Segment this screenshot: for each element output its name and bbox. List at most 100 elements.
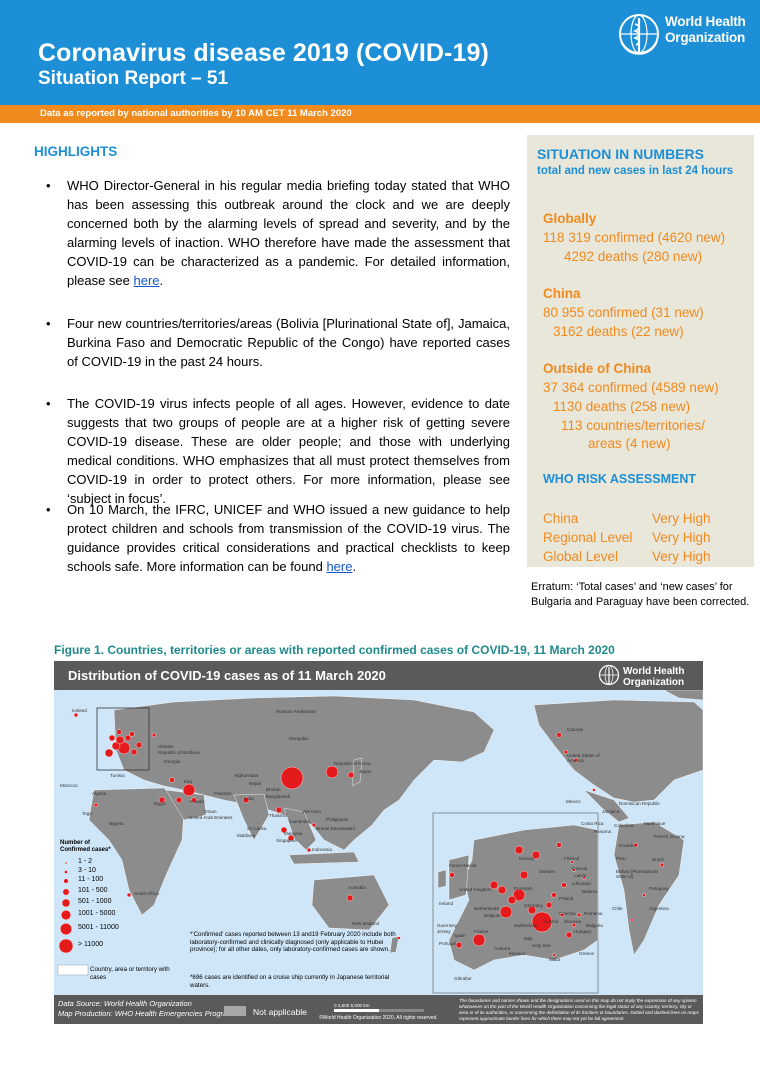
bubble-uae [191, 797, 197, 803]
risk-level-global: Global Level [543, 549, 619, 564]
inset-label: Denmark [514, 886, 533, 891]
report-header: Coronavirus disease 2019 (COVID-19) Situ… [0, 0, 760, 105]
legend-label-5: 501 - 1000 [78, 898, 112, 905]
map-label: Philippines [326, 817, 349, 822]
inset-label: Hungary [574, 929, 592, 934]
map-label: Oman [204, 809, 217, 814]
landmasses [88, 690, 703, 956]
inset-label: Jersey [437, 929, 451, 934]
bubble-spain [104, 748, 114, 758]
bubble-inset-france [499, 905, 513, 919]
map-label: Kuwait [190, 799, 204, 804]
bubble-inset-norway [514, 845, 524, 855]
map-label: New Zealand [352, 921, 380, 926]
inset-label: France [474, 929, 489, 934]
inset-label: Holy See [532, 943, 551, 948]
who-emblem-icon [619, 14, 659, 55]
legend-label-6: 1001 - 5000 [78, 910, 116, 917]
bullet-icon: • [46, 396, 51, 411]
map-label: Panama [594, 829, 612, 834]
map-label: Togo [82, 811, 92, 816]
inset-label: Lithuania [572, 881, 591, 886]
inset-label: Ireland [439, 901, 454, 906]
bubble-inset-belarus [582, 876, 586, 880]
inset-label: Portugal [439, 941, 457, 946]
bubble-usa-wa [563, 749, 569, 755]
legend-symbol-3 [63, 878, 69, 884]
map-label: Russian Federation [276, 709, 316, 714]
outside-china-label: Outside of China [543, 361, 651, 376]
pandemic-info-link[interactable]: here [133, 273, 160, 288]
bubble-poland [129, 731, 135, 737]
bubble-inset-sweden [531, 850, 541, 860]
inset-label: Monaco [509, 951, 526, 956]
figure-caption: Figure 1. Countries, territories or area… [54, 643, 615, 657]
risk-level-regional: Regional Level [543, 530, 633, 545]
map-label: Colombia [614, 823, 634, 828]
bubble-inset-denmark [519, 870, 529, 880]
bubble-balkans [135, 741, 143, 749]
map-label: Canada [567, 727, 584, 732]
map-label: Jamaica [602, 809, 620, 814]
map-who-wordmark: World Health Organization [623, 666, 685, 688]
legend-country-label: Country, area or territory with cases [90, 966, 170, 981]
inset-label: United Kingdom [459, 887, 492, 892]
map-label: Afghanistan [234, 773, 259, 778]
map-label: Bhutan [266, 787, 281, 792]
legend-label-2: 3 - 10 [78, 867, 96, 874]
map-label: Paraguay [649, 886, 669, 891]
bubble-inset-finland [556, 842, 562, 848]
bubble-inset-belgium [507, 895, 517, 905]
bubble-brazil [659, 862, 665, 868]
legend-label-8: > 11000 [78, 941, 103, 948]
inset-label: Andorra [494, 946, 511, 951]
inset-label: Czechia [559, 911, 576, 916]
outside-china-countries-cont: areas (4 new) [588, 436, 671, 451]
map-label: Tunisia [110, 773, 125, 778]
map-label: Brunei Darussalam [316, 826, 356, 831]
map-label: Dominican Republic [619, 801, 660, 806]
europe-frame [96, 707, 150, 771]
legend-label-4: 101 - 500 [78, 887, 108, 894]
map-label: Malaysia [284, 831, 303, 836]
bullet-icon: • [46, 316, 51, 331]
situation-in-numbers-panel: SITUATION IN NUMBERS total and new cases… [527, 135, 754, 567]
data-date-note: Data as reported by national authorities… [40, 108, 352, 119]
inset-label: Spain [454, 933, 466, 938]
inset-label: Malta [549, 957, 561, 962]
inset-label: Faroe Islands [449, 863, 477, 868]
map-label: Chile [612, 906, 623, 911]
inset-label: Bulgaria [586, 923, 603, 928]
case-bubbles [73, 712, 665, 957]
bubble-inset-poland [561, 882, 567, 888]
bubble-inset-romania [576, 912, 582, 918]
bubble-france [111, 741, 121, 751]
legend-country-swatch [57, 964, 89, 976]
bubble-germany [115, 735, 125, 745]
bubble-ecuador [633, 842, 639, 848]
inset-label: Sweden [539, 869, 556, 874]
bubble-india [242, 796, 250, 804]
inset-label: Estonia [572, 866, 588, 871]
legend-label-7: 5001 - 11000 [78, 924, 119, 931]
map-label: Argentina [649, 906, 669, 911]
bubble-inset-bulgaria [571, 922, 577, 928]
bubble-korea [325, 765, 339, 779]
bubble-inset-portugal [455, 941, 463, 949]
inset-label: Austria [544, 919, 559, 924]
bubble-inset-hungary [559, 912, 565, 918]
who-wordmark: World Health Organization [665, 14, 746, 45]
map-label: Peru [616, 856, 626, 861]
cruise-ship-note: *696 cases are identified on a cruise sh… [190, 974, 390, 989]
bubble-japan [347, 771, 355, 779]
school-guidance-link[interactable]: here [326, 559, 353, 574]
bubble-inset-lithuania [572, 868, 576, 872]
erratum-note: Erratum: ‘Total cases’ and ‘new cases’ f… [531, 581, 750, 608]
inset-label: Finland [564, 856, 580, 861]
inset-label: Latvia [574, 873, 587, 878]
map-label: Costa Rica [581, 821, 604, 826]
bubble-inset-italy [531, 911, 553, 933]
global-label: Globally [543, 211, 597, 226]
map-label: Nepal [249, 781, 262, 786]
map-label: Thailand [269, 813, 287, 818]
